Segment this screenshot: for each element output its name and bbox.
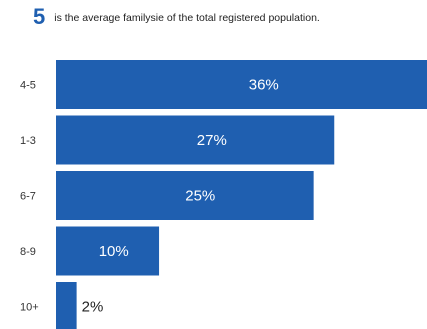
bar-10+ (56, 282, 77, 329)
bar-6-7 (56, 171, 314, 220)
value-label-6-7: 25% (185, 188, 215, 205)
value-label-4-5: 36% (249, 77, 279, 94)
category-label-4-5: 4-5 (20, 80, 36, 92)
bar-8-9 (56, 226, 160, 276)
category-label-1-3: 1-3 (20, 135, 36, 147)
category-label-6-7: 6-7 (20, 191, 36, 203)
value-label-8-9: 10% (99, 243, 129, 260)
bar-1-3 (56, 115, 335, 165)
category-label-10+: 10+ (20, 302, 39, 314)
average-value: 5 (33, 4, 46, 29)
chart-header: 5 is the average familysie of the total … (33, 6, 320, 28)
value-label-1-3: 27% (197, 132, 227, 149)
value-label-10+: 2% (82, 299, 104, 316)
category-label-8-9: 8-9 (20, 246, 36, 258)
header-text: is the average familysie of the total re… (54, 12, 320, 24)
bar-4-5 (56, 60, 427, 109)
